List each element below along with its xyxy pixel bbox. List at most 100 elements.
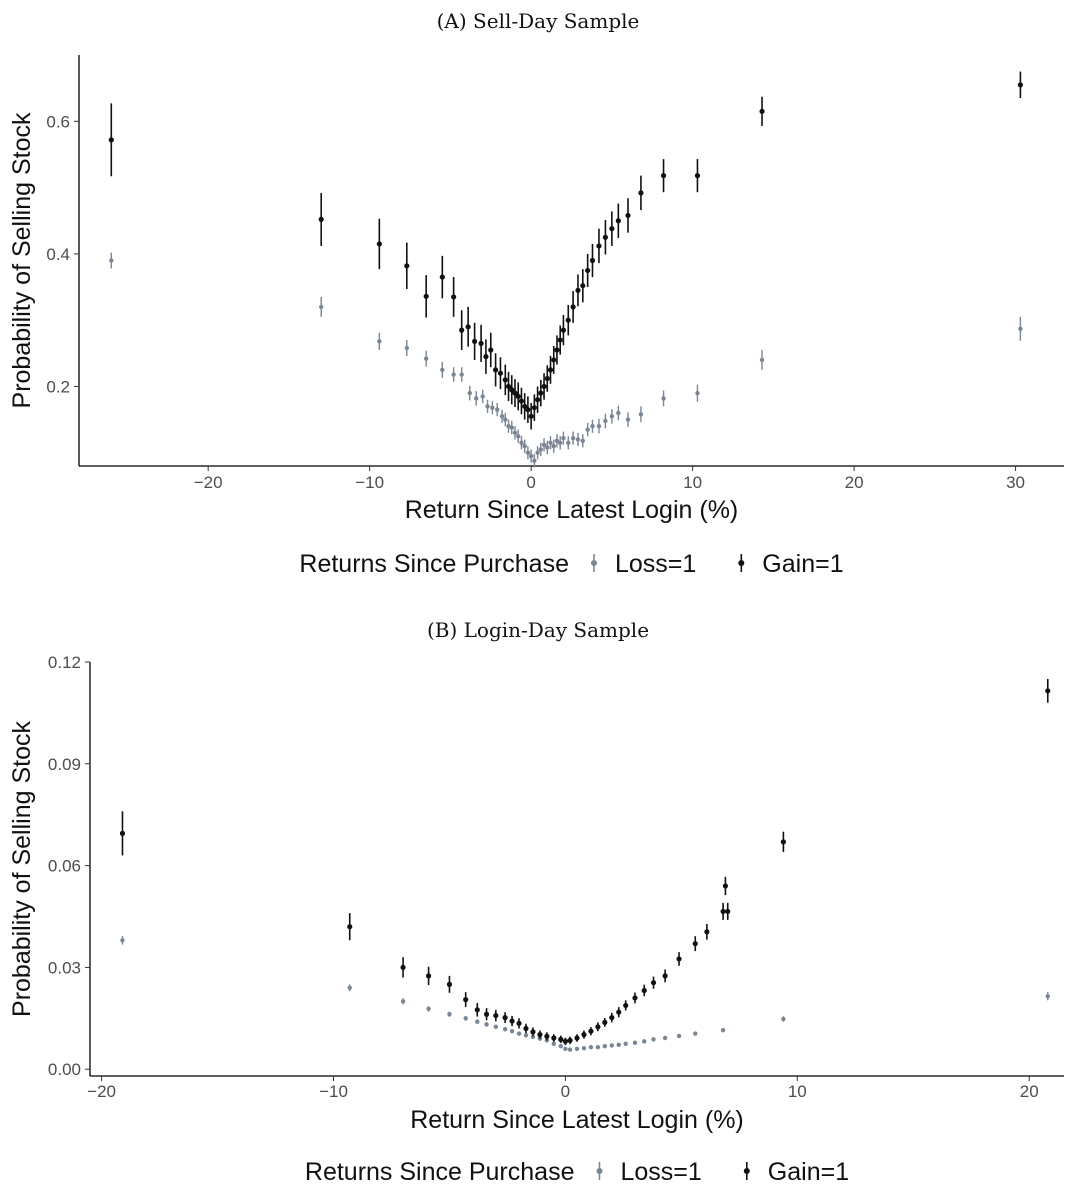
- x-tick-label: 20: [1020, 1082, 1039, 1101]
- data-point: [1017, 82, 1024, 88]
- data-point: [109, 258, 114, 263]
- legend-key-dot: [596, 1168, 603, 1174]
- data-point: [509, 1029, 515, 1034]
- data-point: [463, 1016, 468, 1021]
- data-point: [545, 445, 550, 450]
- series-loss: [109, 252, 1023, 468]
- data-point: [484, 1022, 489, 1027]
- legend-key-gain: [743, 1162, 750, 1180]
- data-point: [518, 398, 525, 404]
- data-point: [623, 1002, 629, 1009]
- data-point: [676, 1033, 682, 1039]
- data-point: [642, 1039, 647, 1044]
- legend-key-loss: [596, 1162, 603, 1180]
- data-point: [404, 345, 409, 351]
- y-tick-label: 0.4: [46, 245, 70, 264]
- x-tick-label: 0: [561, 1082, 570, 1101]
- data-point: [590, 424, 595, 429]
- data-point: [1045, 688, 1051, 694]
- data-point: [475, 1019, 480, 1024]
- data-point: [519, 440, 524, 445]
- y-tick-label: 0.6: [46, 112, 70, 131]
- data-point: [557, 440, 563, 445]
- data-point: [625, 212, 631, 219]
- legend-title: Returns Since Purchase: [305, 1158, 575, 1186]
- data-point: [119, 830, 126, 836]
- chart-panel-a: (A) Sell-Day Sample −20 −10 0 10 20 30 0.2 0.4 0.…: [8, 9, 1064, 578]
- data-point: [502, 1026, 508, 1032]
- data-point: [493, 1012, 499, 1019]
- data-point: [537, 1032, 543, 1038]
- legend-key-dot: [743, 1168, 750, 1174]
- data-point: [609, 414, 615, 419]
- data-point: [558, 1043, 563, 1049]
- data-point: [490, 405, 495, 410]
- data-point: [563, 1046, 568, 1052]
- data-point: [722, 883, 729, 889]
- data-point: [530, 1029, 536, 1035]
- data-point: [530, 1034, 536, 1040]
- data-point: [459, 327, 465, 333]
- data-point: [632, 995, 638, 1001]
- data-point: [581, 1032, 587, 1038]
- y-tick-label: 0.2: [46, 377, 70, 396]
- data-point: [638, 412, 644, 417]
- data-point: [509, 1018, 515, 1024]
- data-point: [532, 458, 537, 463]
- data-point: [544, 375, 550, 382]
- data-point: [509, 425, 514, 430]
- data-point: [467, 390, 472, 396]
- x-tick-label: −20: [194, 473, 223, 492]
- data-point: [695, 390, 700, 396]
- data-point: [377, 339, 382, 344]
- data-point: [588, 1044, 594, 1050]
- data-point: [440, 367, 445, 373]
- data-point: [551, 443, 556, 449]
- x-tick-label: 10: [788, 1082, 807, 1101]
- data-point: [531, 405, 537, 411]
- legend-entry-label: Loss=1: [615, 550, 696, 578]
- data-point: [676, 956, 682, 962]
- data-point: [463, 997, 469, 1003]
- data-point: [693, 1031, 698, 1036]
- data-point: [547, 367, 554, 373]
- data-point: [541, 442, 547, 447]
- y-tick-label: 0.06: [48, 857, 81, 876]
- data-point: [509, 387, 515, 393]
- x-tick-label: 30: [1006, 473, 1025, 492]
- series-gain: [108, 71, 1024, 430]
- data-point: [502, 377, 508, 383]
- data-point: [651, 1037, 656, 1042]
- data-point: [595, 1044, 601, 1050]
- data-point: [609, 1015, 615, 1021]
- data-point: [447, 1012, 452, 1017]
- y-tick-label: 0.12: [48, 653, 81, 672]
- data-point: [423, 356, 429, 361]
- data-point: [483, 354, 489, 360]
- data-point: [347, 985, 352, 990]
- data-point: [720, 1027, 726, 1033]
- data-point: [720, 908, 726, 915]
- data-point: [692, 941, 698, 947]
- data-point: [603, 418, 608, 424]
- data-point: [725, 908, 731, 915]
- data-point: [499, 414, 505, 419]
- data-point: [376, 241, 382, 247]
- data-point: [570, 304, 576, 310]
- data-point: [575, 437, 581, 442]
- data-point: [650, 980, 657, 986]
- data-point: [632, 1040, 638, 1045]
- data-point: [525, 450, 531, 455]
- data-point: [425, 973, 432, 979]
- data-point: [781, 1016, 786, 1022]
- data-point: [566, 440, 571, 445]
- y-tick-label: 0.09: [48, 755, 81, 774]
- data-point: [554, 438, 560, 444]
- y-axis-title: Probability of Selling Stock: [8, 721, 36, 1017]
- x-tick-label: −10: [319, 1082, 348, 1101]
- data-point: [538, 390, 544, 396]
- data-point: [554, 347, 560, 353]
- data-point: [400, 999, 406, 1004]
- data-point: [515, 393, 521, 399]
- data-point: [589, 257, 596, 264]
